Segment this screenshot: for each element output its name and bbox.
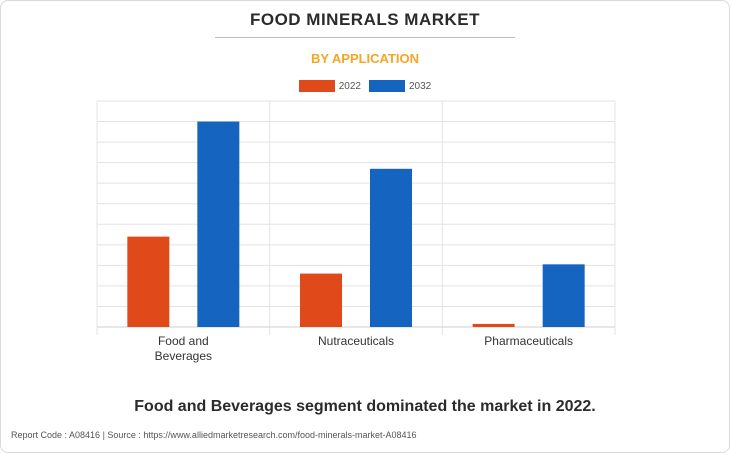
legend-item-2022[interactable]: 2022 bbox=[298, 80, 361, 92]
legend-swatch-2032 bbox=[369, 80, 405, 92]
x-tick-label: Food and Beverages bbox=[155, 334, 212, 363]
x-tick-label-line: Pharmaceuticals bbox=[484, 334, 573, 348]
legend-item-2032[interactable]: 2032 bbox=[369, 80, 431, 92]
bar-2022-0 bbox=[127, 236, 170, 327]
x-tick-label-line: Food and bbox=[158, 334, 209, 348]
x-tick-label-line: Beverages bbox=[155, 349, 212, 363]
x-tick-label: Pharmaceuticals bbox=[484, 334, 573, 348]
bar-2032-0 bbox=[197, 121, 240, 327]
chart-legend: 2022 2032 bbox=[0, 80, 730, 92]
title-divider bbox=[215, 37, 515, 38]
chart-caption: Food and Beverages segment dominated the… bbox=[134, 398, 596, 415]
x-tick-label-line: Nutraceuticals bbox=[318, 334, 394, 348]
chart-subtitle: BY APPLICATION bbox=[310, 51, 420, 66]
bar-2022-2 bbox=[472, 323, 515, 327]
x-tick-label: Nutraceuticals bbox=[318, 334, 394, 348]
bar-2032-1 bbox=[370, 168, 412, 327]
report-footer: Report Code : A08416 | Source : https://… bbox=[11, 430, 417, 440]
bar-2032-2 bbox=[542, 264, 585, 327]
legend-swatch-2022 bbox=[298, 80, 335, 92]
legend-label-2032: 2032 bbox=[409, 80, 432, 92]
legend-label-2022: 2022 bbox=[338, 80, 361, 92]
chart-title: FOOD MINERALS MARKET bbox=[249, 10, 481, 29]
bar-2022-1 bbox=[300, 273, 342, 327]
